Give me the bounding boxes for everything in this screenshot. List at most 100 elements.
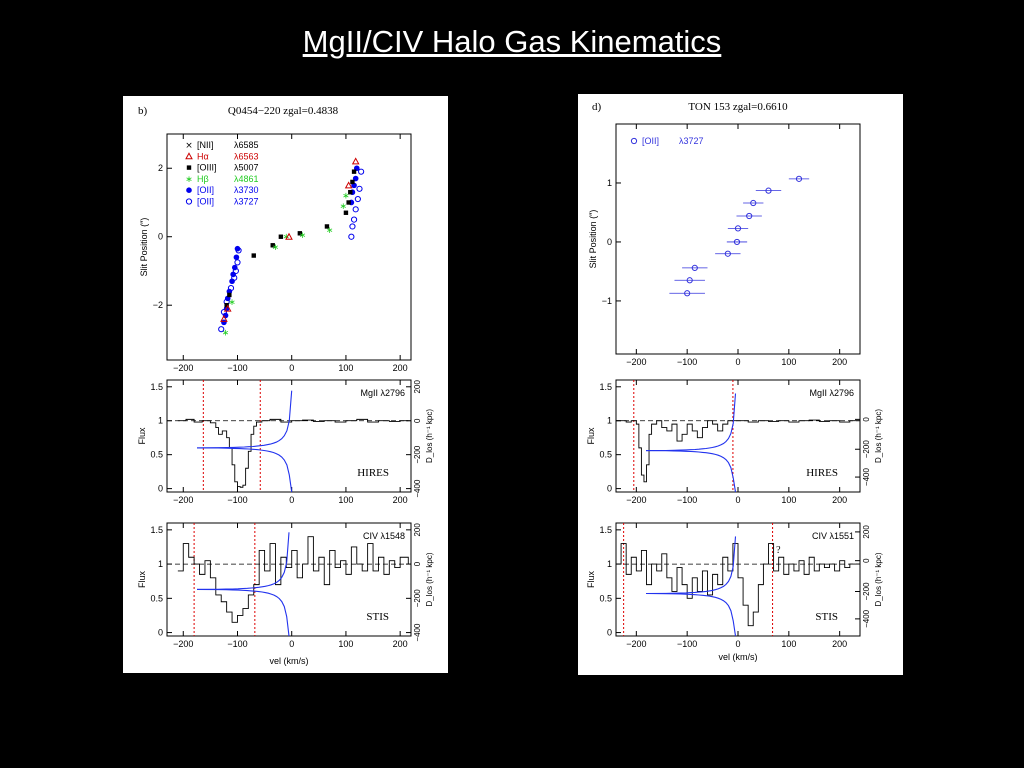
- fig-left-data-point: [297, 231, 303, 236]
- fig-left-data-point: [350, 179, 355, 185]
- fig-left-legend-marker: [186, 165, 192, 170]
- fig-left-legend-marker: ×: [185, 141, 193, 151]
- fig-left-data-point: [232, 267, 239, 275]
- fig-right-legend-marker: [630, 137, 638, 145]
- figure-right: d) TON 153 zgal=0.6610 −200 −100 0 100 200 −1 0 1…: [578, 94, 903, 675]
- fig-left-data-point: [227, 284, 235, 292]
- fig-right-abs0-instrument: HIRES: [806, 467, 838, 479]
- fig-left-data-point: ∗: [326, 226, 334, 236]
- fig-left-top-xtick-label: 0: [289, 363, 294, 373]
- fig-right-top-xtick-label: −200: [626, 357, 646, 367]
- fig-left-abs0-xtick-label: 100: [338, 495, 353, 505]
- fig-left-abs1-rtick-label: 0: [413, 561, 422, 566]
- fig-left-data-point: ∗: [299, 231, 307, 241]
- fig-right-data-point: [795, 175, 803, 182]
- fig-left-top-ytick-label: 0: [158, 232, 163, 242]
- fig-left-legend-species: [OII]: [197, 197, 214, 207]
- fig-right-abs1-rtick-label: −400: [862, 609, 871, 628]
- fig-right-abs1-model-lower: [645, 592, 737, 637]
- slide-title: MgII/CIV Halo Gas Kinematics: [302, 24, 722, 59]
- fig-left-ylabel: Slit Position (″): [139, 218, 149, 277]
- fig-left-data-point: [351, 169, 357, 174]
- fig-left-top-xtick-label: −200: [173, 363, 193, 373]
- fig-right-abs1-annotation: ?: [776, 545, 781, 556]
- fig-left-data-point: [285, 232, 293, 240]
- fig-right-ylabel: Slit Position (″): [588, 210, 598, 269]
- fig-left-abs0-rtick-label: 0: [413, 418, 422, 423]
- fig-left-legend-species: [OIII]: [197, 163, 217, 173]
- fig-right-abs1-rtick-label: 200: [862, 525, 871, 539]
- fig-right-data-point: [684, 290, 691, 297]
- fig-left-data-point: [223, 304, 232, 312]
- fig-left-abs1-xtick-label: 100: [338, 639, 353, 649]
- fig-left-top-frame: [166, 133, 412, 361]
- fig-left-panel-label: b): [138, 105, 148, 117]
- fig-right-data-point: [765, 187, 772, 194]
- fig-left-abs1-rlabel: D_los (h⁻¹ kpc): [425, 552, 434, 606]
- fig-left-abs0-frame: [166, 379, 412, 493]
- fig-right-data-point: [746, 212, 753, 220]
- fig-left-abs0-rlabel: D_los (h⁻¹ kpc): [425, 409, 434, 463]
- fig-left-abs1-ytick-label: 0.5: [150, 593, 163, 603]
- fig-left-abs0-rtick-label: 200: [413, 380, 422, 394]
- fig-left-data-point: ∗: [272, 243, 280, 253]
- fig-right-abs0-ytick-label: 1: [607, 416, 612, 426]
- fig-left-data-point: [348, 233, 355, 240]
- fig-right-abs0-ytick-label: 0: [607, 484, 612, 494]
- fig-left-data-point: [358, 168, 365, 175]
- fig-left-abs1-rtick-label: −400: [413, 623, 422, 642]
- fig-right-abs0-rtick-label: −400: [862, 468, 871, 487]
- fig-right-legend-line: λ3727: [679, 136, 704, 146]
- fig-right-abs0-rlabel: D_los (h⁻¹ kpc): [874, 409, 883, 463]
- fig-right-top-frame: [615, 123, 861, 355]
- fig-right-abs1-xtick-label: −100: [677, 639, 697, 649]
- fig-left-abs0-xtick-label: −100: [227, 495, 247, 505]
- fig-left-data-point: ∗: [342, 192, 350, 202]
- fig-left-legend-line: λ3730: [234, 185, 259, 195]
- fig-left-abs1-model-lower: [196, 588, 290, 637]
- fig-left-abs1-model-upper: [196, 532, 290, 590]
- fig-left-abs0-ylabel: Flux: [137, 427, 147, 445]
- fig-left-abs0-xtick-label: 200: [393, 495, 408, 505]
- fig-right-abs0-spectrum: [616, 419, 860, 483]
- fig-right-abs0-xtick-label: −200: [626, 495, 646, 505]
- fig-right-abs0-xtick-label: 200: [832, 495, 847, 505]
- fig-right-data-point: [691, 264, 698, 271]
- fig-right-abs0-ytick-label: 0.5: [599, 450, 612, 460]
- fig-right-data-point: [733, 238, 741, 246]
- fig-left-legend-marker: [186, 187, 192, 193]
- fig-right-abs1-xtick-label: 200: [832, 639, 847, 649]
- fig-left-abs1-xtick-label: 0: [289, 639, 294, 649]
- fig-left-abs0-ytick-label: 0.5: [150, 450, 163, 460]
- fig-left-legend-species: Hα: [197, 151, 209, 161]
- fig-left-abs0-line-label: MgΙΙ λ2796: [360, 388, 405, 398]
- fig-left-abs1-spectrum: [177, 536, 409, 623]
- fig-right-top-xtick-label: 0: [735, 357, 740, 367]
- fig-right-abs1-ytick-label: 0.5: [599, 593, 612, 603]
- fig-left-abs1-xtick-label: −100: [227, 639, 247, 649]
- fig-left-data-point: [350, 216, 358, 223]
- fig-left-abs0-xtick-label: −200: [173, 495, 193, 505]
- fig-left-abs0-model-upper: [196, 390, 293, 449]
- fig-left-abs1-xtick-label: 200: [393, 639, 408, 649]
- fig-left-data-point: [278, 234, 284, 239]
- fig-left-data-point: ∗: [222, 329, 230, 339]
- fig-right-abs0-line-label: MgΙΙ λ2796: [809, 388, 854, 398]
- fig-right-abs0-model-upper: [645, 393, 737, 452]
- fig-left-abs1-instrument: STIS: [366, 611, 389, 623]
- fig-left-data-point: [348, 190, 353, 195]
- fig-left-data-point: [220, 314, 228, 322]
- fig-right-data-point: [750, 199, 757, 207]
- fig-right-abs1-model-upper: [645, 536, 737, 595]
- fig-left-data-point: [270, 243, 275, 248]
- fig-right-legend-species: [OII]: [642, 136, 659, 146]
- fig-right-abs0-ylabel: Flux: [586, 427, 596, 445]
- fig-left-legend-line: λ4861: [234, 174, 259, 184]
- fig-right-abs1-rtick-label: 0: [862, 558, 871, 563]
- fig-right-top-xtick-label: −100: [677, 357, 697, 367]
- fig-left-legend-line: λ3727: [234, 197, 259, 207]
- fig-right-abs0-model-lower: [645, 450, 737, 493]
- fig-right-abs1-ytick-label: 1.5: [599, 525, 612, 535]
- fig-right-abs1-ytick-label: 0: [607, 628, 612, 638]
- fig-left-xlabel: vel (km/s): [270, 656, 309, 666]
